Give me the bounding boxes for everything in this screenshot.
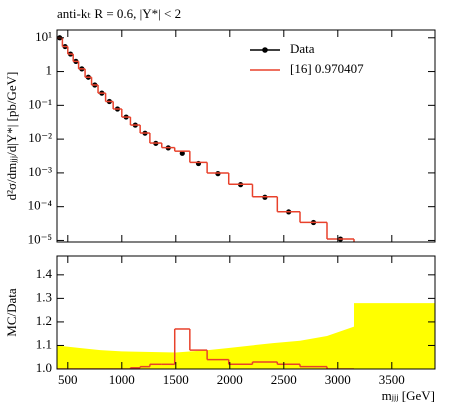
uncertainty-band: [57, 303, 435, 369]
y-tick-label: 1.4: [36, 266, 53, 281]
frame: [56, 255, 436, 370]
x-tick-label: 3500: [379, 372, 405, 387]
frame: [56, 29, 436, 243]
y-tick-label: 10⁻²: [28, 130, 52, 145]
y-axis-label: MC/Data: [4, 288, 19, 337]
x-tick-label: 500: [58, 372, 78, 387]
x-tick-label: 3000: [325, 372, 351, 387]
x-tick-label: 1500: [163, 372, 189, 387]
y-tick-label: 10⁻⁴: [28, 198, 53, 213]
y-tick-label: 1: [46, 63, 53, 78]
x-tick-label: 2500: [271, 372, 297, 387]
y-tick-label: 10⁻³: [28, 164, 52, 179]
x-axis-label: mⱼⱼⱼ [GeV]: [382, 388, 435, 403]
y-tick-label: 1.3: [36, 289, 52, 304]
legend-label: Data: [290, 41, 315, 56]
y-tick-label: 1.1: [36, 336, 52, 351]
y-tick-label: 1.0: [36, 360, 52, 375]
y-tick-label: 10⁻¹: [28, 96, 52, 111]
y-tick-label: 1.2: [36, 313, 52, 328]
legend-marker: [262, 47, 268, 53]
legend-label: [16] 0.970407: [290, 61, 364, 76]
chart-title: anti-kₜ R = 0.6, |Y*| < 2: [57, 6, 181, 21]
x-tick-label: 1000: [109, 372, 135, 387]
y-tick-label: 10⁻⁵: [28, 231, 52, 246]
y-tick-label: 10¹: [35, 29, 52, 44]
x-tick-label: 2000: [217, 372, 243, 387]
data-point: [179, 150, 185, 156]
y-axis-label: d²σ/dmⱼⱼⱼ/d|Y*| [pb/GeV]: [4, 72, 19, 201]
plot-area: [57, 35, 355, 242]
